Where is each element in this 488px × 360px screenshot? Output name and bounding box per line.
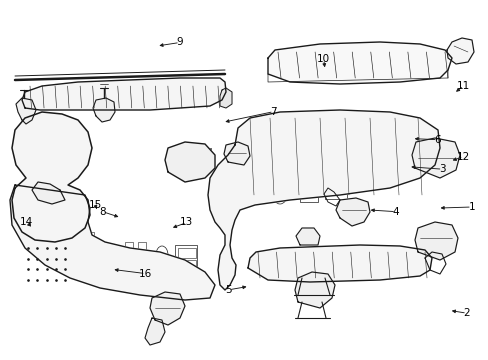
Text: 4: 4	[392, 207, 399, 217]
Text: 13: 13	[180, 217, 193, 228]
Polygon shape	[267, 42, 451, 84]
Text: 3: 3	[438, 164, 445, 174]
Polygon shape	[22, 78, 225, 110]
Polygon shape	[446, 38, 473, 64]
Polygon shape	[16, 98, 36, 124]
Text: 10: 10	[317, 54, 329, 64]
Polygon shape	[294, 272, 334, 308]
Bar	[138, 242, 146, 264]
Polygon shape	[220, 88, 231, 108]
Polygon shape	[411, 138, 459, 178]
Bar	[419, 228, 451, 250]
Bar	[299, 138, 331, 150]
Text: 6: 6	[433, 135, 440, 145]
Text: 16: 16	[139, 269, 152, 279]
Bar	[264, 175, 285, 183]
Text: 5: 5	[225, 285, 232, 295]
Polygon shape	[93, 98, 115, 122]
Bar	[254, 140, 283, 154]
Polygon shape	[12, 112, 92, 242]
Bar	[178, 260, 196, 270]
Text: 14: 14	[20, 217, 34, 228]
Polygon shape	[335, 198, 369, 226]
Polygon shape	[414, 222, 457, 260]
Bar	[195, 148, 210, 160]
Text: 2: 2	[463, 308, 469, 318]
Polygon shape	[145, 318, 164, 345]
Text: 15: 15	[88, 200, 102, 210]
Polygon shape	[207, 110, 439, 290]
Text: 9: 9	[176, 37, 183, 48]
Bar	[22, 148, 52, 170]
Polygon shape	[295, 228, 319, 245]
Text: 12: 12	[456, 152, 469, 162]
Polygon shape	[247, 245, 431, 282]
Bar	[55, 230, 73, 242]
Text: 1: 1	[468, 202, 474, 212]
Bar	[379, 140, 404, 152]
Bar	[339, 136, 367, 148]
Bar	[28, 228, 48, 242]
Bar	[125, 242, 133, 264]
Text: 7: 7	[270, 107, 277, 117]
Bar	[62, 158, 80, 172]
Polygon shape	[150, 292, 184, 325]
Text: 8: 8	[99, 207, 106, 217]
Bar	[175, 245, 197, 273]
Bar	[417, 144, 453, 170]
Bar	[170, 148, 187, 160]
Text: 11: 11	[456, 81, 469, 91]
Bar	[260, 160, 282, 170]
Bar	[78, 232, 94, 244]
Bar	[299, 188, 317, 202]
Polygon shape	[164, 142, 215, 182]
Bar	[325, 185, 346, 199]
Polygon shape	[32, 182, 65, 204]
Bar	[178, 248, 196, 258]
Polygon shape	[224, 142, 249, 165]
Polygon shape	[10, 185, 215, 300]
